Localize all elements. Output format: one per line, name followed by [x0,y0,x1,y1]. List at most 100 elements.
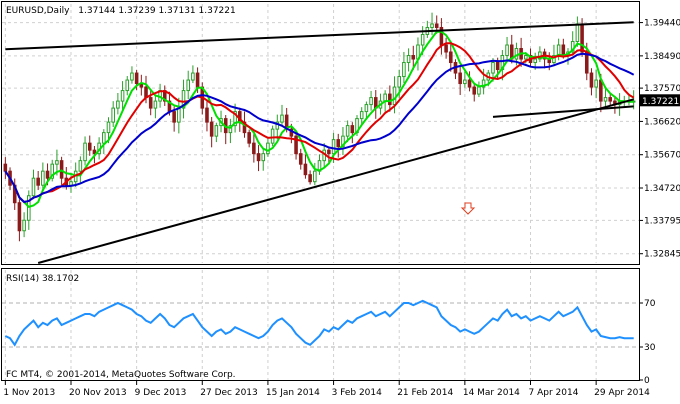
candle-body [209,121,214,137]
candle-body [467,79,472,88]
candle-body [298,153,303,165]
candle-body [341,135,345,148]
candle-body [172,111,176,123]
candle-body [228,125,233,134]
candle-body [411,55,416,60]
candle-body [589,72,594,88]
chart-header: EURUSD,Daily 1.37144 1.37239 1.37131 1.3… [6,6,236,16]
candle-body [280,114,284,123]
time-tick-label: 20 Nov 2013 [69,388,127,398]
candle-body [392,86,397,106]
time-tick-label: 9 Dec 2013 [135,388,187,398]
rsi-tick-label: 0 [644,376,650,386]
candles [3,12,636,242]
moving-average-mid [4,42,635,204]
rsi-grid [2,302,639,348]
candle-body [444,44,448,53]
moving-averages [4,30,635,209]
candle-body [50,163,55,179]
candle-body [383,93,387,102]
moving-average-slow [4,52,635,204]
candle-body [36,177,40,186]
down-arrow-icon [460,202,476,215]
price-tick-label: 1.39440 [644,19,680,29]
candle-body [195,72,200,88]
candle-body [608,97,613,102]
candle-body [153,100,158,109]
time-tick-label: 7 Apr 2014 [529,388,579,398]
candle-body [327,149,331,155]
candle-body [266,142,270,155]
candle-body [402,62,406,78]
price-tick-label: 1.34720 [644,184,680,194]
candle-body [26,195,31,221]
trendline [37,98,634,264]
candle-body [294,135,298,155]
candle-body [430,23,434,28]
candle-body [575,23,580,43]
price-grid [2,4,639,380]
current-price-label: 1.37221 [642,97,679,107]
trendlines[interactable] [5,21,634,264]
copyright-label: FC MT4, © 2001-2014, MetaQuotes Software… [6,370,236,380]
candle-body [594,79,598,88]
candle-body [41,170,45,186]
rsi-panel-frame [1,268,640,381]
candle-body [247,132,251,144]
candle-body [270,128,275,144]
candle-body [514,48,519,60]
candle-body [561,44,566,57]
candle-body [69,181,73,186]
time-tick-label: 1 Nov 2013 [3,388,55,398]
candle-body [22,219,26,232]
candle-body [388,93,392,106]
candle-body [233,111,237,127]
candle-body [369,97,373,106]
candle-body [336,139,341,148]
candle-body [580,23,584,53]
candle-body [87,142,92,151]
candle-body [78,160,83,172]
candle-body [205,107,209,123]
candle-body [524,55,528,60]
candle-body [364,104,369,113]
candle-body [420,33,425,46]
candle-body [116,100,120,109]
candle-body [308,174,312,183]
candle-body [177,107,181,123]
price-axis: 1.39440 1.38490 1.37570 1.36620 1.35670 1.347… [639,19,680,260]
candle-body [130,72,134,81]
rsi-tick-label: 70 [644,299,656,309]
candle-body [17,202,22,232]
candle-body [59,160,64,179]
candle-body [275,121,280,130]
trendline [492,105,634,118]
candle-body [186,79,191,92]
time-tick-label: 15 Jan 2014 [266,388,320,398]
candle-body [331,139,336,155]
price-tick-label: 1.35670 [644,151,680,161]
candle-body [45,170,50,179]
candle-body [495,62,500,71]
candle-body [448,51,453,64]
time-tick-label: 21 Feb 2014 [397,388,453,398]
candle-body [458,72,462,85]
candle-body [359,111,364,120]
candle-body [463,79,467,85]
candle-body [111,107,115,123]
candle-body [533,58,537,64]
candle-body [350,125,355,134]
candle-body [552,55,556,64]
rsi-axis: 70 30 0 [639,299,656,386]
price-tick-label: 1.37570 [644,84,680,94]
candle-body [92,149,97,155]
candle-body [55,160,59,165]
time-tick-label: 14 Mar 2014 [463,388,520,398]
trendline [5,21,634,51]
time-axis: 1 Nov 2013 20 Nov 2013 9 Dec 2013 27 Dec 20… [3,381,650,398]
candle-body [491,62,495,74]
candle-body [191,72,195,81]
candle-body [603,97,608,102]
